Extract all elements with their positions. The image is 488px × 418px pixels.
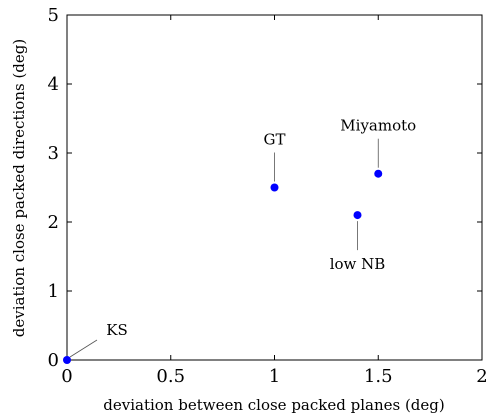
scatter-point [353, 211, 362, 220]
x-tick-label: 1 [269, 366, 280, 387]
y-tick-label: 3 [48, 143, 59, 164]
point-label: KS [106, 321, 127, 339]
point-label: GT [264, 131, 286, 149]
scatter-point [374, 169, 383, 178]
y-tick-label: 1 [48, 281, 59, 302]
data-points [63, 169, 383, 364]
x-tick-label: 2 [476, 366, 487, 387]
x-tick-label: 1.5 [364, 366, 393, 387]
annotations: KS GT low NB Miyamoto [69, 117, 416, 358]
point-label: Miyamoto [340, 117, 416, 135]
y-axis-label: deviation close packed directions (deg) [10, 39, 28, 337]
point-label: low NB [330, 255, 386, 273]
y-tick-label: 5 [48, 5, 59, 26]
y-tick-label: 0 [48, 350, 59, 371]
y-tick-label: 2 [48, 212, 59, 233]
x-axis-label: deviation between close packed planes (d… [103, 396, 445, 414]
x-tick-label: 0 [61, 366, 72, 387]
annotation-pin [69, 339, 98, 358]
ticks: 0 0.5 1 1.5 2 0 1 2 3 4 5 [48, 5, 488, 387]
scatter-point [63, 356, 71, 364]
x-tick-label: 0.5 [156, 366, 185, 387]
y-tick-label: 4 [48, 74, 59, 95]
scatter-point [270, 183, 279, 192]
